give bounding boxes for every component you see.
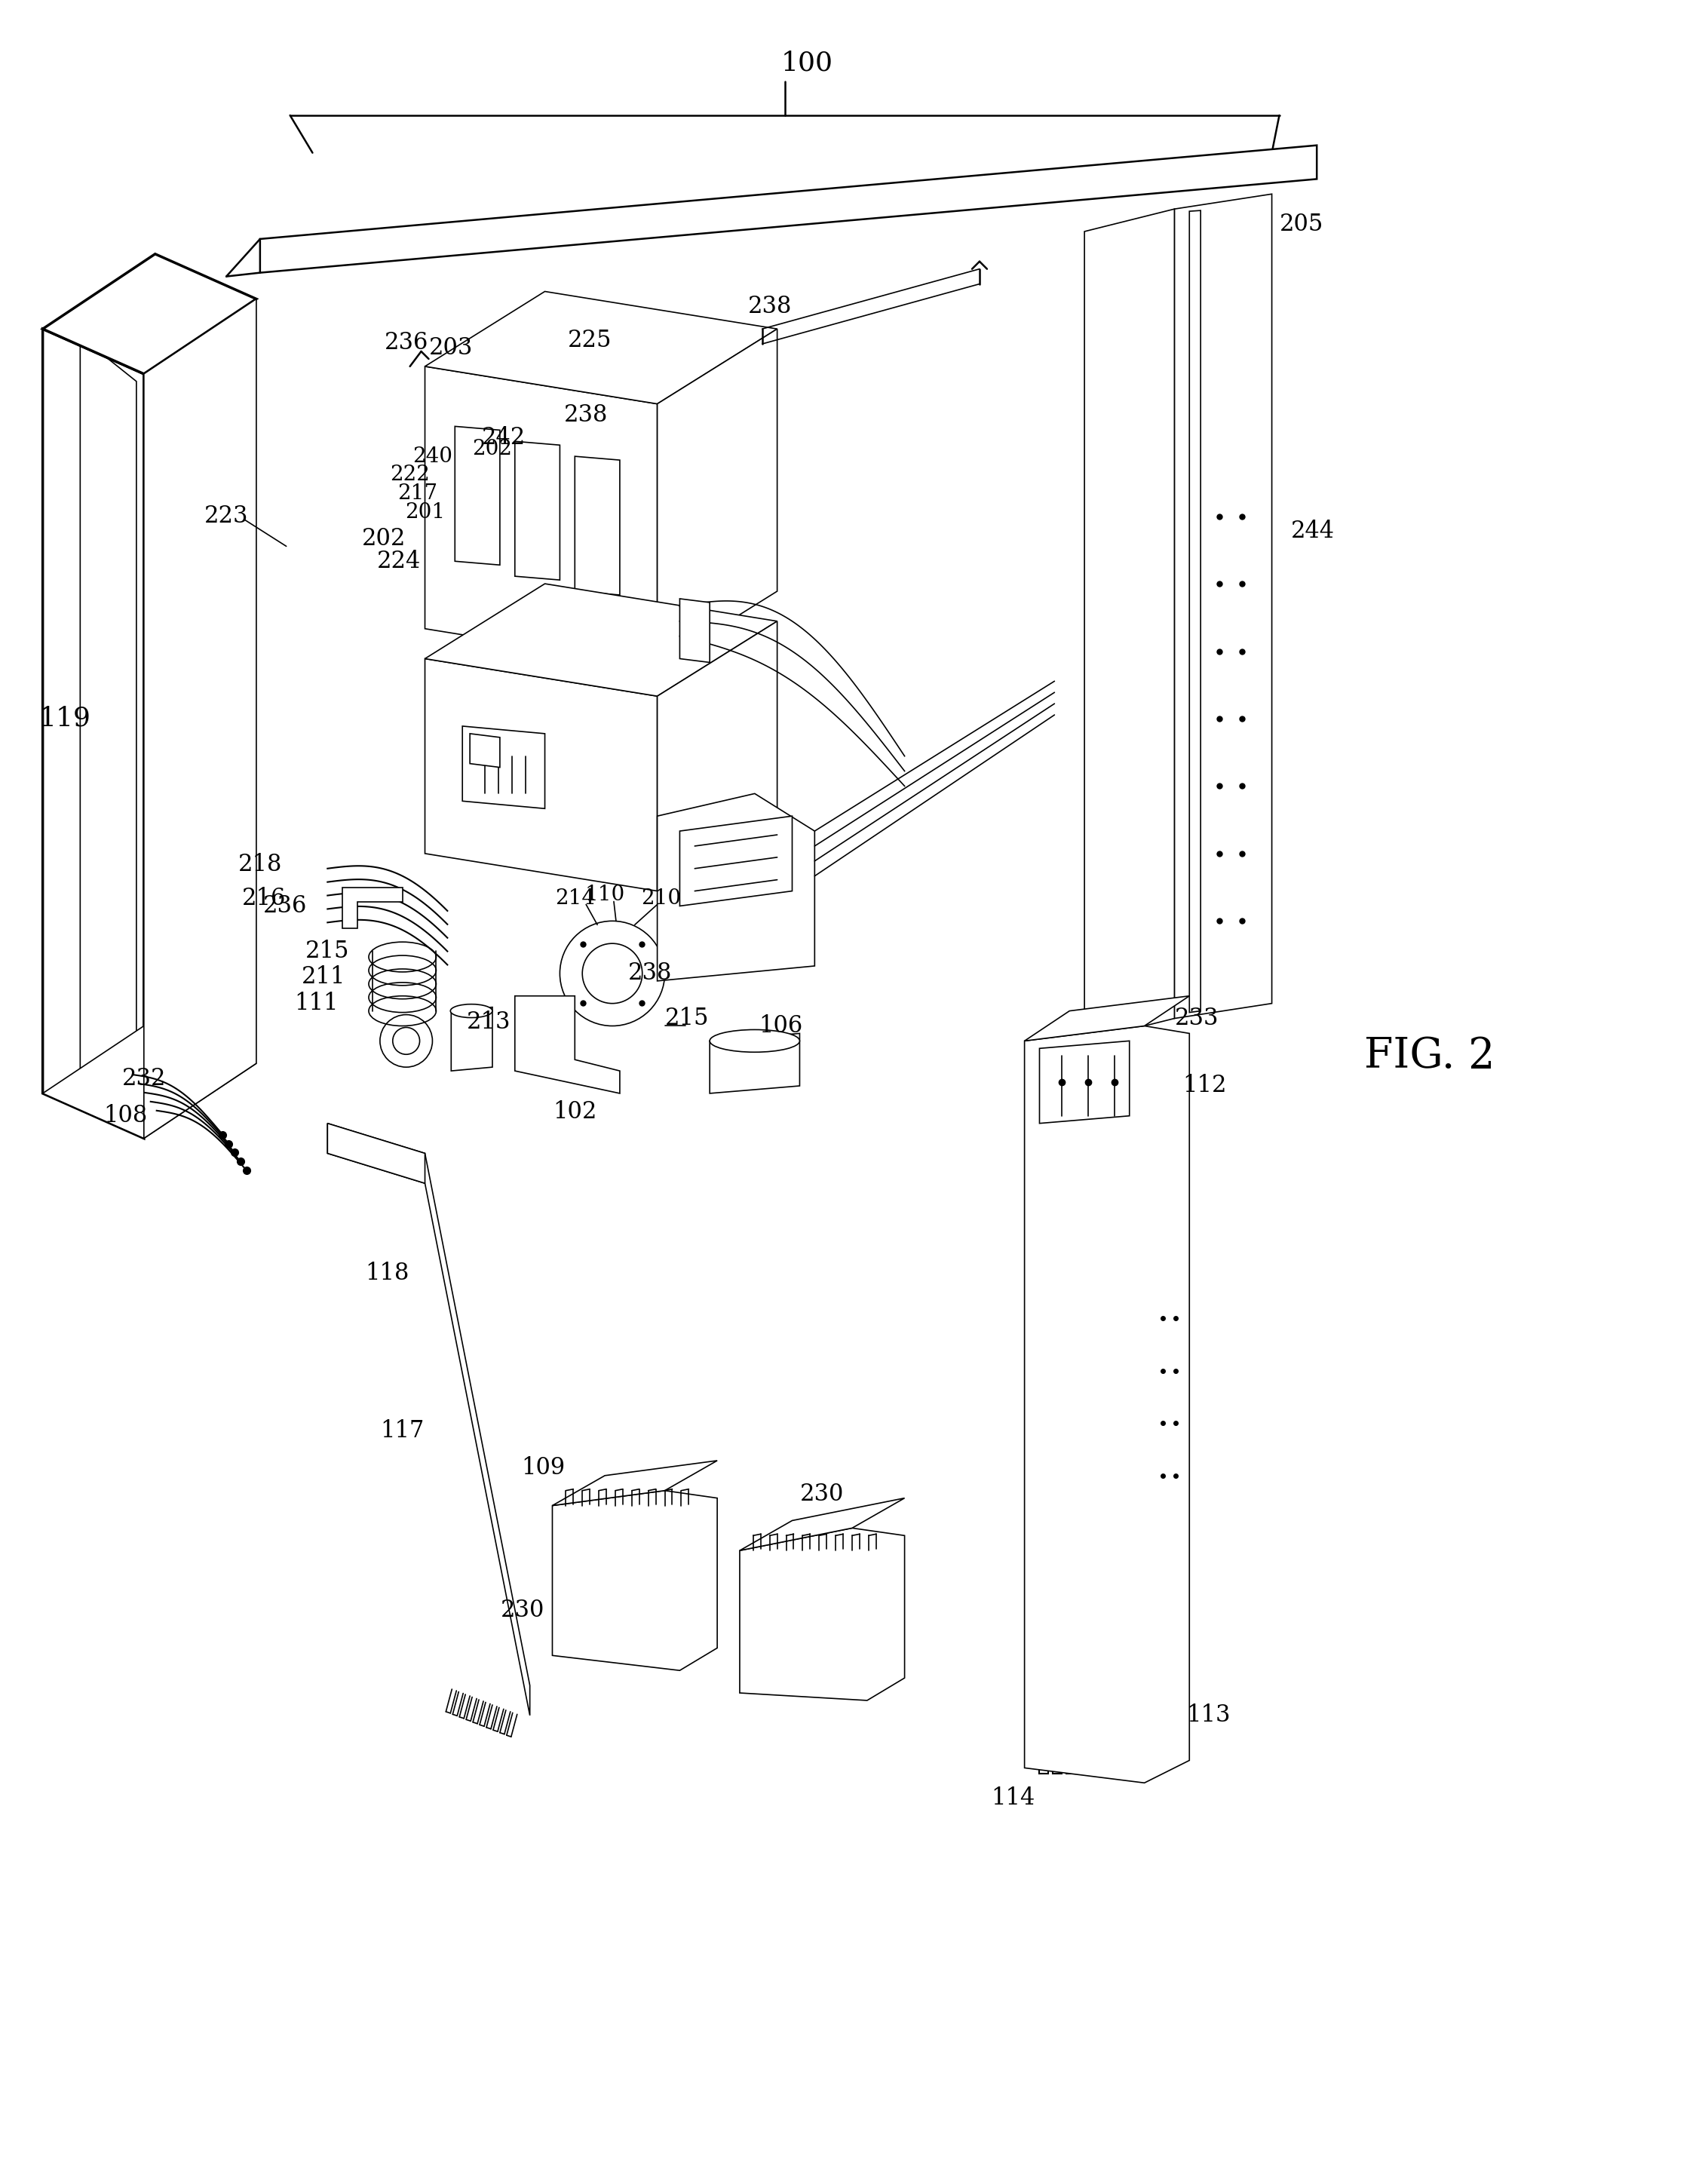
Text: 102: 102	[553, 1101, 596, 1123]
Text: 114: 114	[991, 1786, 1035, 1810]
Polygon shape	[343, 887, 403, 928]
Polygon shape	[425, 291, 777, 403]
Text: 112: 112	[1182, 1073, 1226, 1097]
Polygon shape	[451, 1008, 492, 1071]
FancyBboxPatch shape	[1066, 1754, 1076, 1773]
Text: 238: 238	[748, 295, 793, 319]
Polygon shape	[425, 659, 658, 891]
Polygon shape	[43, 254, 256, 373]
Text: 236: 236	[263, 895, 307, 917]
Polygon shape	[1025, 1025, 1189, 1782]
Text: 223: 223	[205, 505, 248, 529]
FancyBboxPatch shape	[1107, 1754, 1115, 1773]
Text: 236: 236	[384, 332, 429, 353]
Text: 210: 210	[640, 889, 681, 908]
Text: 230: 230	[799, 1483, 844, 1507]
Text: 214: 214	[555, 889, 594, 908]
Polygon shape	[514, 995, 620, 1093]
Polygon shape	[552, 1461, 717, 1505]
Text: 215: 215	[664, 1006, 709, 1030]
Polygon shape	[711, 1034, 799, 1093]
Polygon shape	[454, 427, 500, 566]
Ellipse shape	[711, 1030, 799, 1051]
Polygon shape	[260, 145, 1317, 273]
Polygon shape	[658, 622, 777, 891]
Polygon shape	[425, 583, 777, 696]
Polygon shape	[740, 1528, 905, 1700]
Text: 230: 230	[500, 1598, 545, 1622]
Polygon shape	[43, 330, 143, 1138]
Polygon shape	[143, 299, 256, 1138]
Text: 117: 117	[381, 1418, 425, 1442]
Polygon shape	[1085, 208, 1175, 1041]
Text: 110: 110	[584, 885, 625, 904]
Polygon shape	[328, 1123, 529, 1715]
Text: 203: 203	[429, 336, 473, 360]
Text: 111: 111	[294, 991, 338, 1015]
Text: 109: 109	[521, 1457, 565, 1481]
Polygon shape	[328, 1123, 425, 1184]
Polygon shape	[425, 366, 658, 666]
Text: 216: 216	[243, 887, 285, 911]
Text: 218: 218	[237, 852, 282, 876]
Text: 108: 108	[102, 1104, 147, 1127]
Polygon shape	[552, 1492, 717, 1672]
Text: 222: 222	[389, 464, 430, 486]
FancyBboxPatch shape	[1120, 1754, 1129, 1773]
Text: 100: 100	[781, 50, 834, 76]
Polygon shape	[658, 330, 777, 666]
Text: 244: 244	[1291, 520, 1336, 542]
FancyBboxPatch shape	[1052, 1754, 1062, 1773]
Text: 232: 232	[121, 1067, 166, 1091]
Text: 242: 242	[482, 425, 526, 449]
Text: 215: 215	[306, 939, 350, 963]
Polygon shape	[43, 1019, 256, 1138]
Text: 106: 106	[758, 1015, 803, 1038]
Polygon shape	[680, 598, 711, 663]
Text: FIG. 2: FIG. 2	[1363, 1036, 1494, 1077]
Text: 213: 213	[466, 1010, 511, 1034]
Polygon shape	[1175, 193, 1272, 1019]
Text: 240: 240	[412, 447, 453, 466]
Text: 233: 233	[1175, 1006, 1220, 1030]
Polygon shape	[463, 726, 545, 809]
Polygon shape	[1189, 210, 1201, 1012]
Text: 224: 224	[377, 549, 420, 572]
Text: 201: 201	[405, 503, 446, 522]
Ellipse shape	[451, 1004, 492, 1017]
Polygon shape	[1040, 1041, 1129, 1123]
Text: 238: 238	[564, 403, 608, 427]
Polygon shape	[514, 442, 560, 581]
Text: 211: 211	[302, 965, 345, 989]
Polygon shape	[576, 455, 620, 594]
Text: 238: 238	[629, 963, 671, 984]
Polygon shape	[470, 733, 500, 767]
Polygon shape	[658, 793, 815, 980]
Polygon shape	[680, 815, 793, 906]
Text: 113: 113	[1185, 1704, 1230, 1728]
Text: 205: 205	[1279, 212, 1324, 236]
Text: 202: 202	[362, 527, 407, 551]
Text: 119: 119	[39, 707, 91, 731]
Text: 217: 217	[398, 483, 437, 503]
Polygon shape	[740, 1498, 905, 1550]
Polygon shape	[1025, 995, 1189, 1041]
Text: 118: 118	[366, 1262, 410, 1286]
Text: 202: 202	[473, 438, 512, 460]
FancyBboxPatch shape	[1040, 1754, 1049, 1773]
FancyBboxPatch shape	[1093, 1754, 1102, 1773]
FancyBboxPatch shape	[1134, 1754, 1143, 1773]
FancyBboxPatch shape	[1079, 1754, 1090, 1773]
Text: 225: 225	[567, 330, 611, 351]
